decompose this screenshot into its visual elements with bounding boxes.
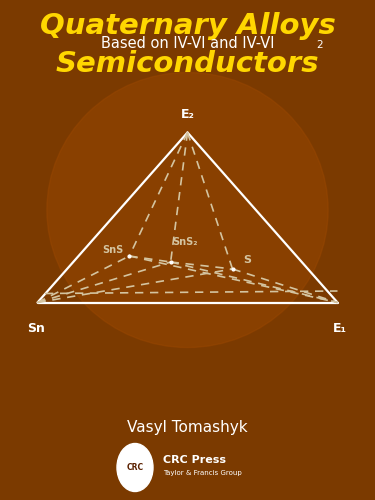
Text: Based on IV-VI and IV-VI: Based on IV-VI and IV-VI (101, 36, 274, 51)
Ellipse shape (47, 72, 328, 347)
Text: Taylor & Francis Group: Taylor & Francis Group (163, 470, 242, 476)
Text: Sn: Sn (27, 322, 45, 334)
Text: 2: 2 (316, 40, 323, 50)
Text: Vasyl Tomashyk: Vasyl Tomashyk (127, 420, 248, 435)
Circle shape (117, 444, 153, 492)
Text: Quaternary Alloys: Quaternary Alloys (40, 12, 335, 40)
Text: S: S (244, 255, 252, 265)
Text: SnS₂: SnS₂ (172, 237, 198, 247)
Text: CRC: CRC (126, 463, 144, 472)
Text: SnS: SnS (102, 245, 124, 255)
Text: Semiconductors: Semiconductors (56, 50, 319, 78)
Text: E₁: E₁ (332, 322, 346, 334)
Text: E₂: E₂ (181, 108, 194, 122)
Text: CRC Press: CRC Press (163, 455, 226, 465)
